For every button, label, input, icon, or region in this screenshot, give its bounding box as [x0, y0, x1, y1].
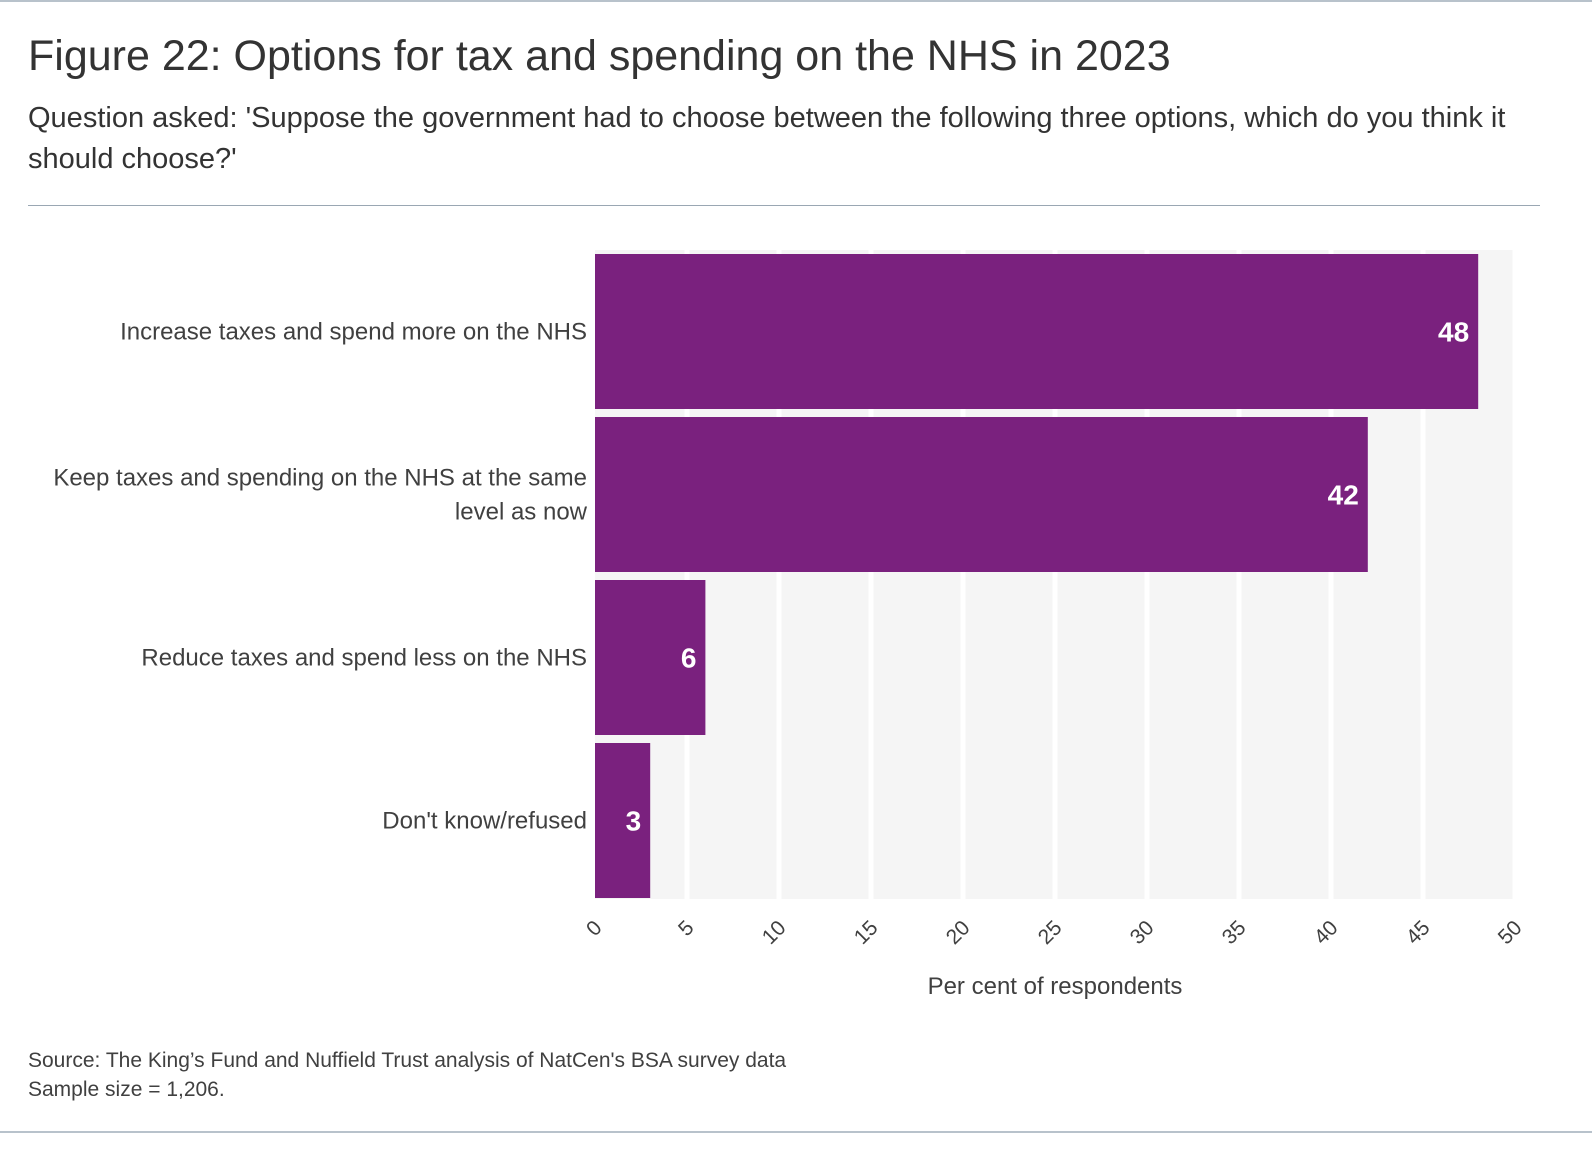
bar-1 [595, 254, 1479, 409]
source-note: Source: The King’s Fund and Nuffield Tru… [28, 1049, 787, 1072]
top-border [0, 0, 1592, 2]
x-tick-label-50: 50 [1494, 916, 1527, 949]
bar-2 [595, 417, 1368, 572]
value-label-4: 3 [626, 806, 642, 837]
chart-title: Figure 22: Options for tax and spending … [28, 32, 1171, 80]
bar-3 [595, 580, 706, 735]
bar-4 [595, 743, 651, 898]
chart-footer: Source: The King’s Fund and Nuffield Tru… [28, 1046, 1228, 1104]
category-label-4: Don't know/refused [382, 808, 587, 835]
x-tick-label-20: 20 [942, 916, 975, 949]
sample-size-note: Sample size = 1,206. [28, 1078, 225, 1101]
category-label-3: Reduce taxes and spend less on the NHS [141, 645, 587, 672]
x-tick-label-0: 0 [582, 916, 607, 941]
x-tick-label-45: 45 [1402, 916, 1435, 949]
value-label-1: 48 [1438, 317, 1469, 348]
bottom-border [0, 1131, 1592, 1133]
header-divider [28, 205, 1540, 206]
x-tick-label-25: 25 [1034, 916, 1067, 949]
category-label-2-line-1: Keep taxes and spending on the NHS at th… [53, 465, 587, 492]
category-label-2-line-2: level as now [455, 499, 588, 526]
category-label-1: Increase taxes and spend more on the NHS [120, 319, 587, 346]
value-label-3: 6 [681, 643, 697, 674]
x-tick-label-30: 30 [1126, 916, 1159, 949]
bar-chart: 48 Increase taxes and spend more on the N… [53, 250, 1527, 1000]
chart-subtitle: Question asked: 'Suppose the government … [28, 102, 1506, 175]
x-tick-label-35: 35 [1218, 916, 1251, 949]
x-tick-label-5: 5 [674, 916, 699, 941]
x-tick-label-10: 10 [758, 916, 791, 949]
x-tick-label-40: 40 [1310, 916, 1343, 949]
x-tick-label-15: 15 [850, 916, 883, 949]
x-axis-title: Per cent of respondents [928, 973, 1183, 1000]
value-label-2: 42 [1328, 480, 1359, 511]
